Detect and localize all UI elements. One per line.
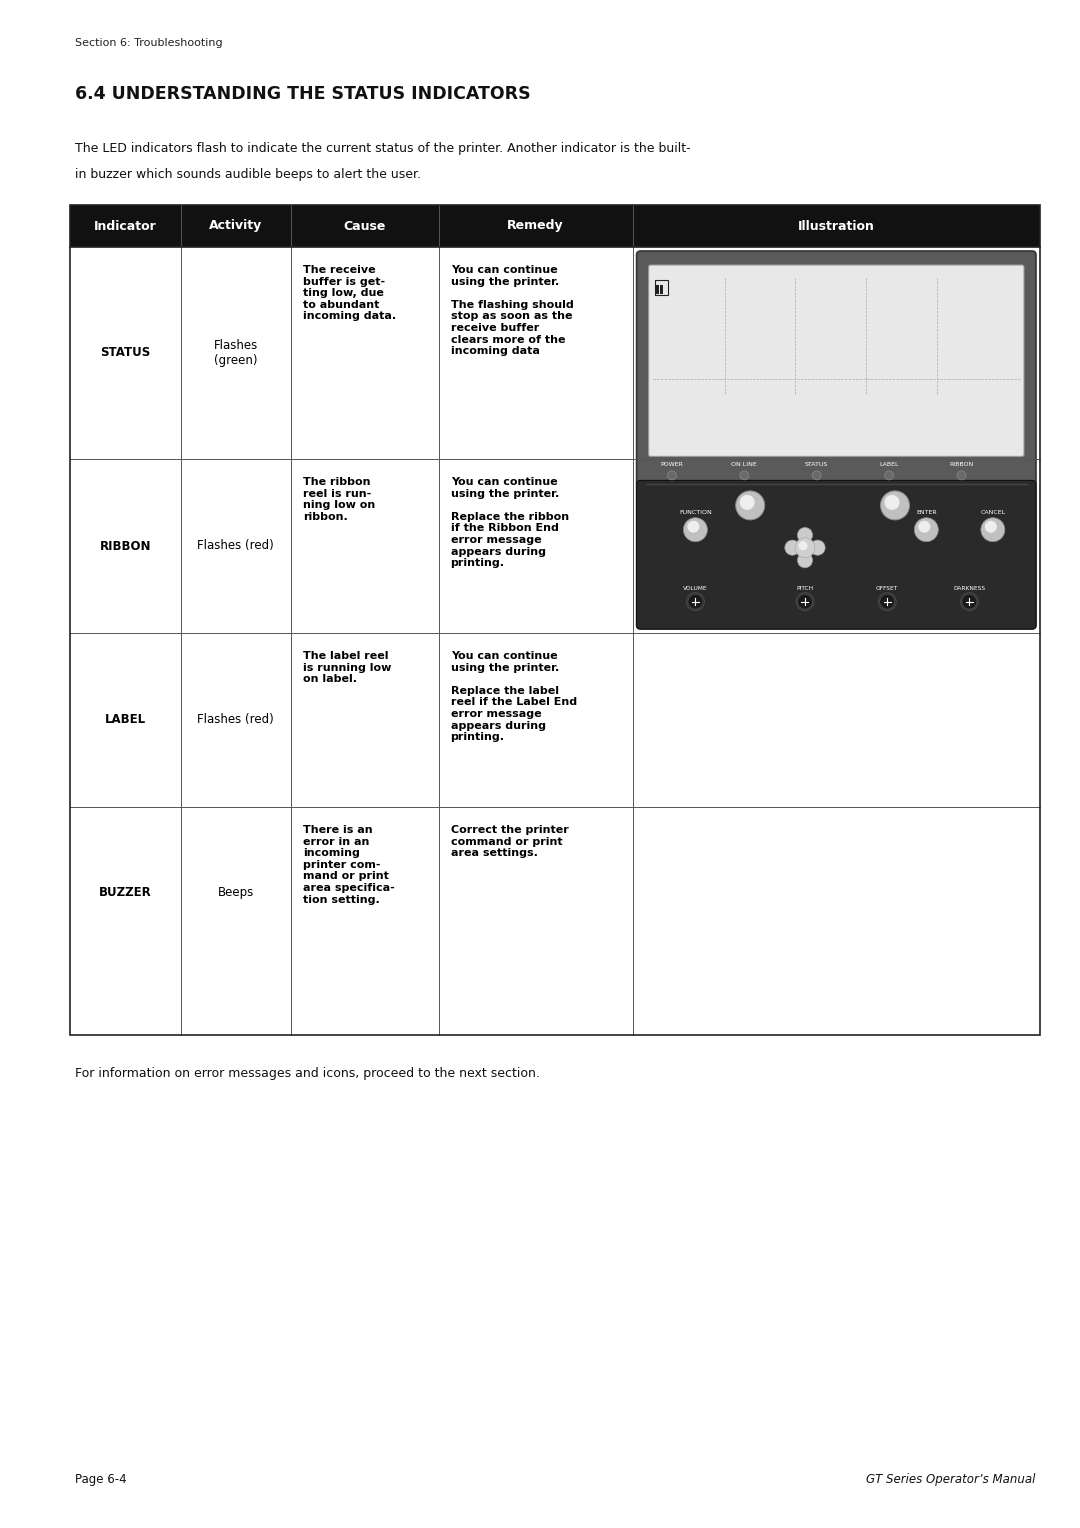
Text: The receive
buffer is get-
ting low, due
to abundant
incoming data.: The receive buffer is get- ting low, due… [303,264,396,321]
Text: The LED indicators flash to indicate the current status of the printer. Another : The LED indicators flash to indicate the… [75,142,690,154]
Text: DARKNESS: DARKNESS [954,585,985,591]
Circle shape [797,594,812,610]
Circle shape [797,527,812,542]
Text: Remedy: Remedy [508,220,564,232]
Text: ENTER: ENTER [916,510,936,515]
Bar [70,205,1040,1034]
Circle shape [812,471,821,480]
Text: RIBBON: RIBBON [99,539,151,553]
Circle shape [684,518,707,542]
Text: BUZZER: BUZZER [99,886,151,900]
Circle shape [667,471,676,480]
Text: Flashes (red): Flashes (red) [198,714,274,726]
Bar [654,280,669,295]
Bar [656,286,659,290]
Bar [70,205,1040,248]
Text: There is an
error in an
incoming
printer com-
mand or print
area specifica-
tion: There is an error in an incoming printer… [303,825,395,905]
Text: Flashes
(green): Flashes (green) [214,339,258,367]
Circle shape [735,490,765,520]
Circle shape [880,594,894,610]
Text: GT Series Operator’s Manual: GT Series Operator’s Manual [866,1473,1035,1487]
Bar [660,292,663,293]
Text: LABEL: LABEL [105,714,146,726]
Text: Illustration: Illustration [798,220,875,232]
Circle shape [918,521,930,533]
Text: The ribbon
reel is run-
ning low on
ribbon.: The ribbon reel is run- ning low on ribb… [303,477,376,521]
Circle shape [885,495,900,510]
Text: Beeps: Beeps [218,886,254,900]
Text: Section 6: Troubleshooting: Section 6: Troubleshooting [75,38,222,47]
Text: STATUS: STATUS [805,463,828,468]
Text: Icon 3: Icon 3 [810,277,828,281]
Circle shape [688,594,703,610]
Circle shape [798,541,808,550]
Text: POWER: POWER [661,463,684,468]
Text: in buzzer which sounds audible beeps to alert the user.: in buzzer which sounds audible beeps to … [75,168,421,180]
Text: You can continue
using the printer.

Replace the label
reel if the Label End
err: You can continue using the printer. Repl… [450,651,577,743]
Circle shape [797,553,812,568]
Text: Icon 2: Icon 2 [740,277,757,281]
Circle shape [795,538,815,558]
Text: Page 6-4: Page 6-4 [75,1473,126,1487]
Text: LINE: LINE [739,483,761,492]
Circle shape [957,471,966,480]
Circle shape [915,518,939,542]
Text: PITCH: PITCH [796,585,813,591]
Text: Icon 4: Icon 4 [881,277,899,281]
Text: You can continue
using the printer.

The flashing should
stop as soon as the
rec: You can continue using the printer. The … [450,264,573,356]
Circle shape [687,521,700,533]
Circle shape [962,594,977,610]
Text: FUNCTION: FUNCTION [679,510,712,515]
Text: STATUS: STATUS [100,347,150,359]
Text: VOLUME: VOLUME [683,585,707,591]
Text: ON LINE: ON LINE [731,463,757,468]
Text: You can continue
using the printer.

Replace the ribbon
if the Ribbon End
error : You can continue using the printer. Repl… [450,477,569,568]
Text: Flashes (red): Flashes (red) [198,539,274,553]
Circle shape [880,490,909,520]
Text: Icon 5: Icon 5 [951,277,970,281]
Text: Indicator: Indicator [94,220,157,232]
Text: CANCEL: CANCEL [981,510,1005,515]
Text: Icon 1: Icon 1 [670,277,687,281]
Text: RIBBON: RIBBON [949,463,974,468]
Text: FEED: FEED [882,483,908,492]
Text: For information on error messages and icons, proceed to the next section.: For information on error messages and ic… [75,1067,540,1080]
Bar [656,292,659,293]
Text: QTY:000000: QTY:000000 [924,417,1018,431]
Text: Correct the printer
command or print
area settings.: Correct the printer command or print are… [450,825,568,859]
Circle shape [785,539,800,555]
FancyBboxPatch shape [649,264,1024,457]
Circle shape [885,471,893,480]
Text: The label reel
is running low
on label.: The label reel is running low on label. [303,651,392,685]
Circle shape [981,518,1004,542]
Circle shape [740,471,748,480]
Text: Cause: Cause [343,220,386,232]
Bar [660,286,663,290]
Circle shape [810,539,825,555]
Text: Activity: Activity [210,220,262,232]
Text: OFFSET: OFFSET [876,585,899,591]
FancyBboxPatch shape [636,480,1036,630]
Text: LABEL: LABEL [879,463,899,468]
Circle shape [985,521,997,533]
Text: 6.4 UNDERSTANDING THE STATUS INDICATORS: 6.4 UNDERSTANDING THE STATUS INDICATORS [75,86,530,102]
Text: ONLINE: ONLINE [657,316,732,335]
FancyBboxPatch shape [636,251,1036,630]
Circle shape [740,495,755,510]
